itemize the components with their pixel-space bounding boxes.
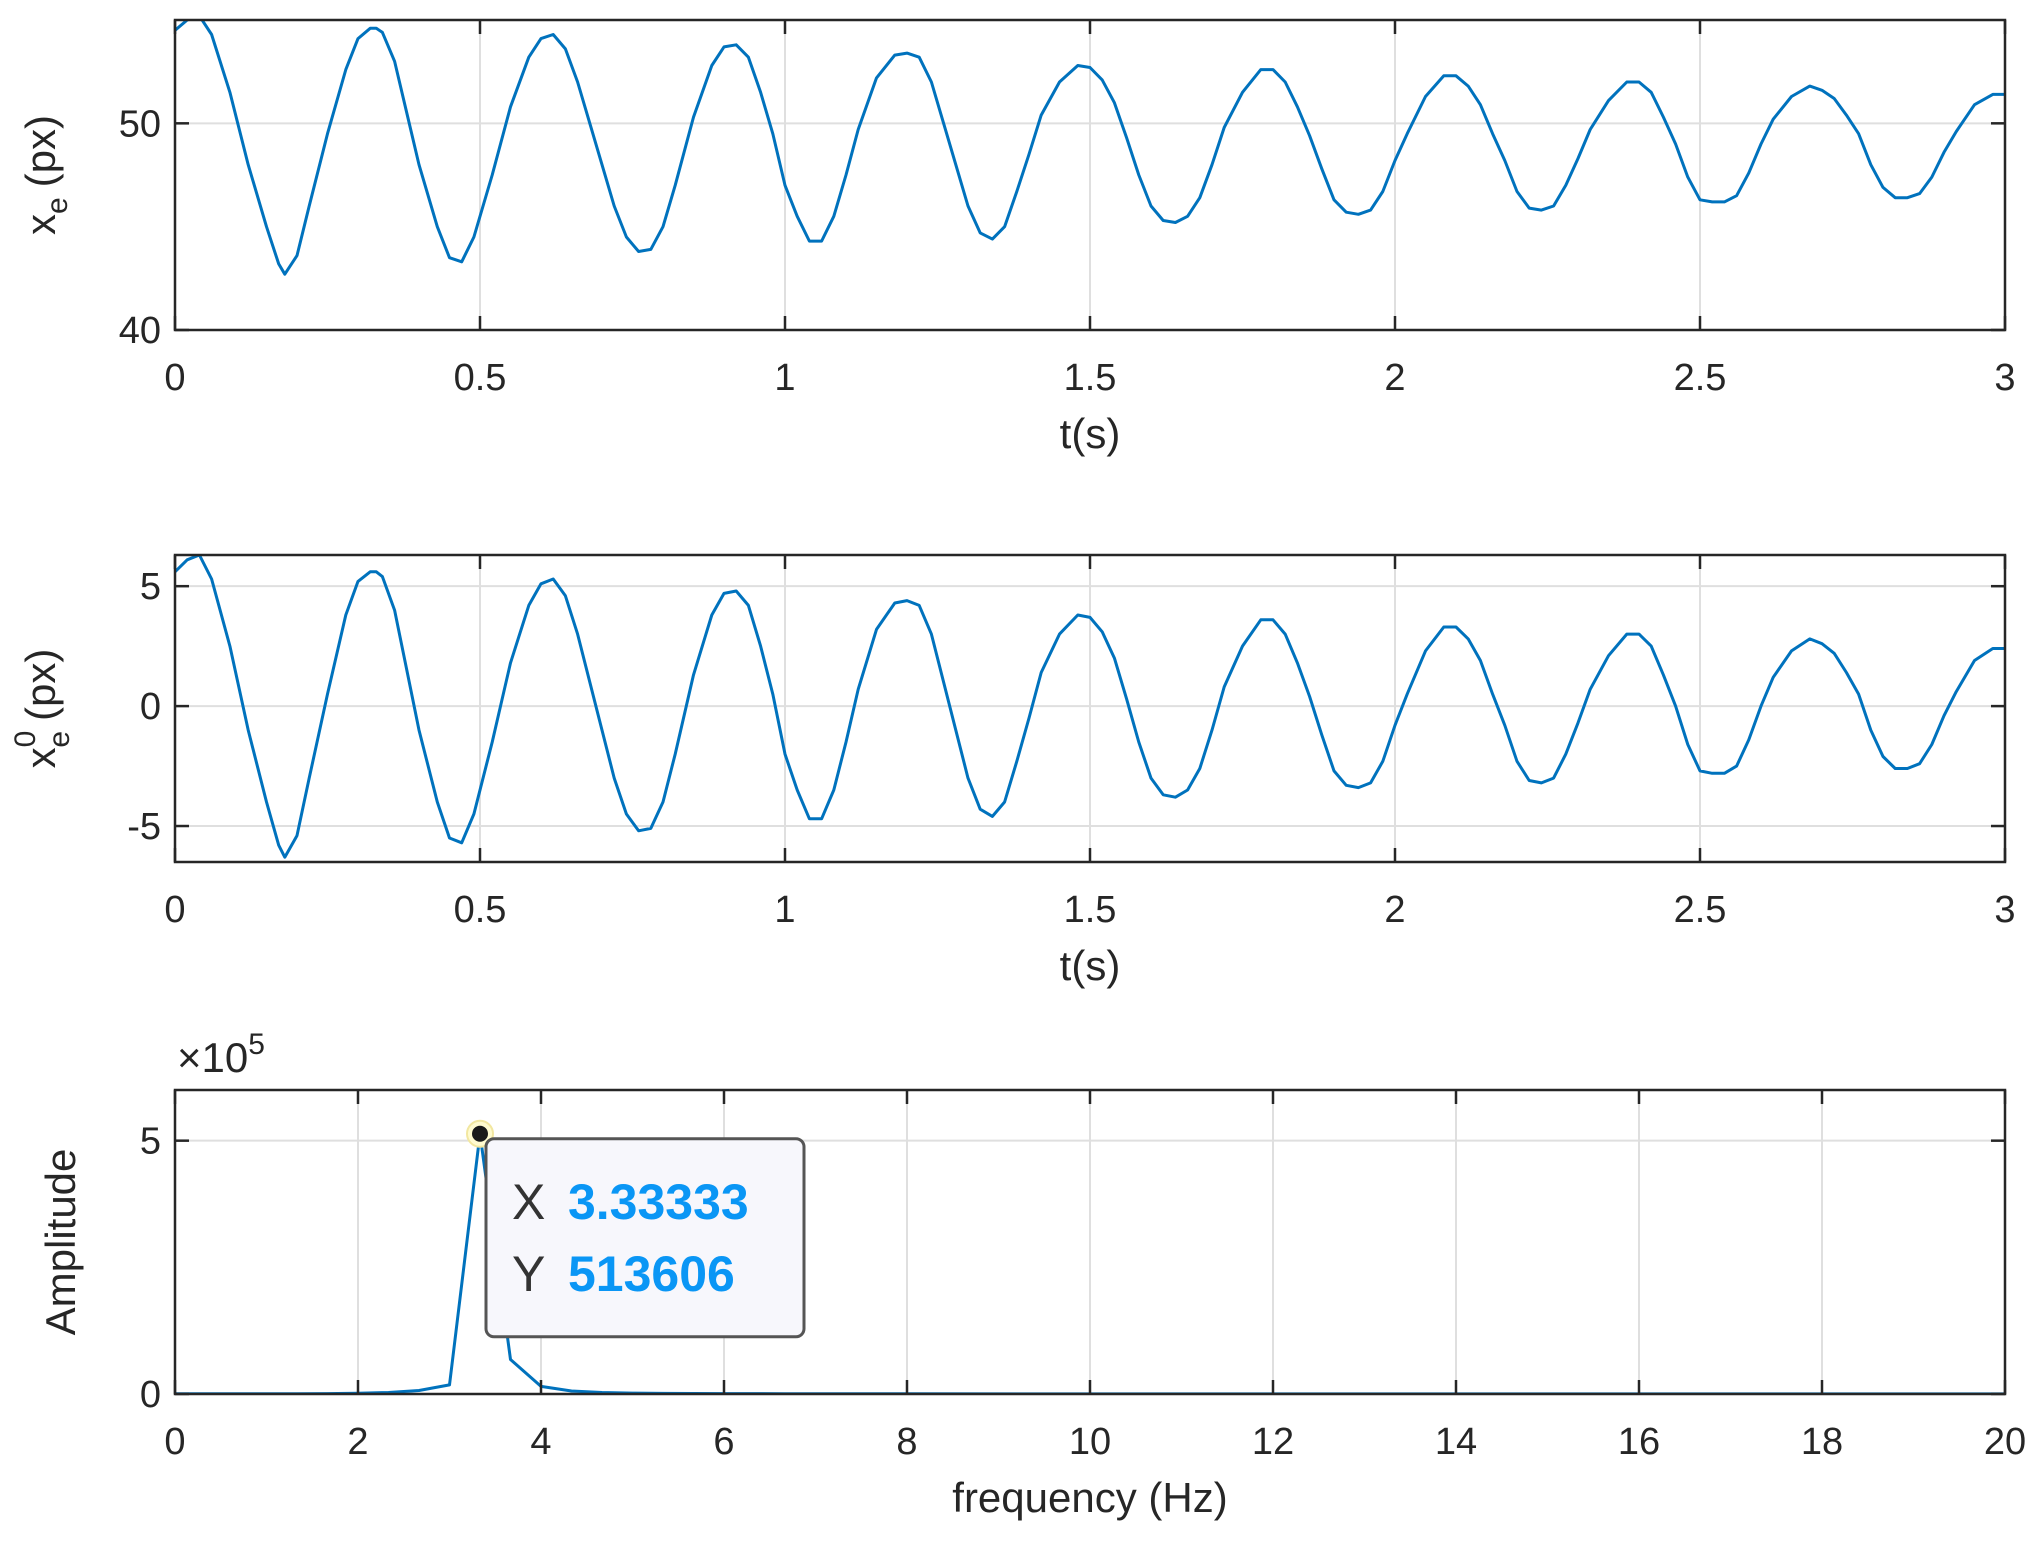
x-tick-label: 16 [1618,1421,1660,1463]
y-axis-label-base: x [17,747,64,768]
chart-panel-1: 0 0.5 1 1.5 2 2.5 3 40 50 t(s) xe (px) [17,18,2016,457]
x-tick-label: 0.5 [454,357,507,399]
x-tick-label: 1.5 [1064,357,1117,399]
x-tick-label: 6 [713,1421,734,1463]
y-tick-label: 5 [140,1121,161,1163]
y-tick-label: 40 [119,310,161,352]
x-tick-label: 2 [1384,889,1405,931]
y-axis-label: x0e (px) [9,649,76,769]
exponent-label: ×105 [177,1028,265,1081]
y-tick-label: 50 [119,103,161,145]
exponent-base: ×10 [177,1034,248,1081]
x-tick-label: 2.5 [1674,357,1727,399]
x-tick-label: 0 [164,357,185,399]
x-tick-label: 0 [164,1421,185,1463]
x-tick-label: 20 [1984,1421,2026,1463]
x-tick-label: 0.5 [454,889,507,931]
x-tick-label: 3 [1994,889,2015,931]
x-tick-label: 2 [1384,357,1405,399]
y-tick-label: 0 [140,1374,161,1416]
x-axis-label: frequency (Hz) [952,1474,1227,1521]
x-tick-label: 1.5 [1064,889,1117,931]
exponent-power: 5 [248,1028,265,1061]
y-axis-label-base: x [17,214,64,235]
y-axis-label-unit: (px) [17,649,64,721]
x-tick-label: 2 [347,1421,368,1463]
y-axis-label-unit: (px) [17,115,64,187]
datatip-x-value: 3.33333 [568,1174,749,1230]
x-axis-label: t(s) [1060,942,1121,989]
y-tick-label: 0 [140,686,161,728]
x-tick-label: 1 [774,889,795,931]
y-axis-label: xe (px) [17,115,74,235]
y-axis-label-sup: 0 [9,731,42,748]
y-tick-label: -5 [127,806,161,848]
x-tick-label: 10 [1069,1421,1111,1463]
y-axis-label-sub: e [41,197,74,214]
x-tick-label: 3 [1994,357,2015,399]
datatip[interactable]: X 3.33333 Y 513606 [465,1119,806,1339]
x-tick-label: 1 [774,357,795,399]
x-tick-label: 14 [1435,1421,1477,1463]
y-tick-label: 5 [140,566,161,608]
datatip-x-label: X [512,1174,545,1230]
x-tick-label: 0 [164,889,185,931]
y-axis-label: Amplitude [37,1149,84,1336]
datatip-y-label: Y [512,1246,545,1302]
x-axis-label: t(s) [1060,410,1121,457]
y-axis-label-base: Amplitude [37,1149,84,1336]
datatip-box [484,1137,806,1339]
x-tick-label: 8 [896,1421,917,1463]
x-tick-label: 12 [1252,1421,1294,1463]
series-line [175,20,2005,276]
datatip-y-value: 513606 [568,1246,735,1302]
y-axis-label-sub: e [43,731,76,748]
x-tick-label: 2.5 [1674,889,1727,931]
datatip-marker[interactable] [471,1125,488,1142]
x-tick-label: 18 [1801,1421,1843,1463]
chart-panel-3: 0 2 4 6 8 10 12 14 16 18 20 0 5 frequency (Hz) Amplitu… [37,1028,2026,1521]
x-tick-label: 4 [530,1421,551,1463]
series-line [175,555,2005,859]
